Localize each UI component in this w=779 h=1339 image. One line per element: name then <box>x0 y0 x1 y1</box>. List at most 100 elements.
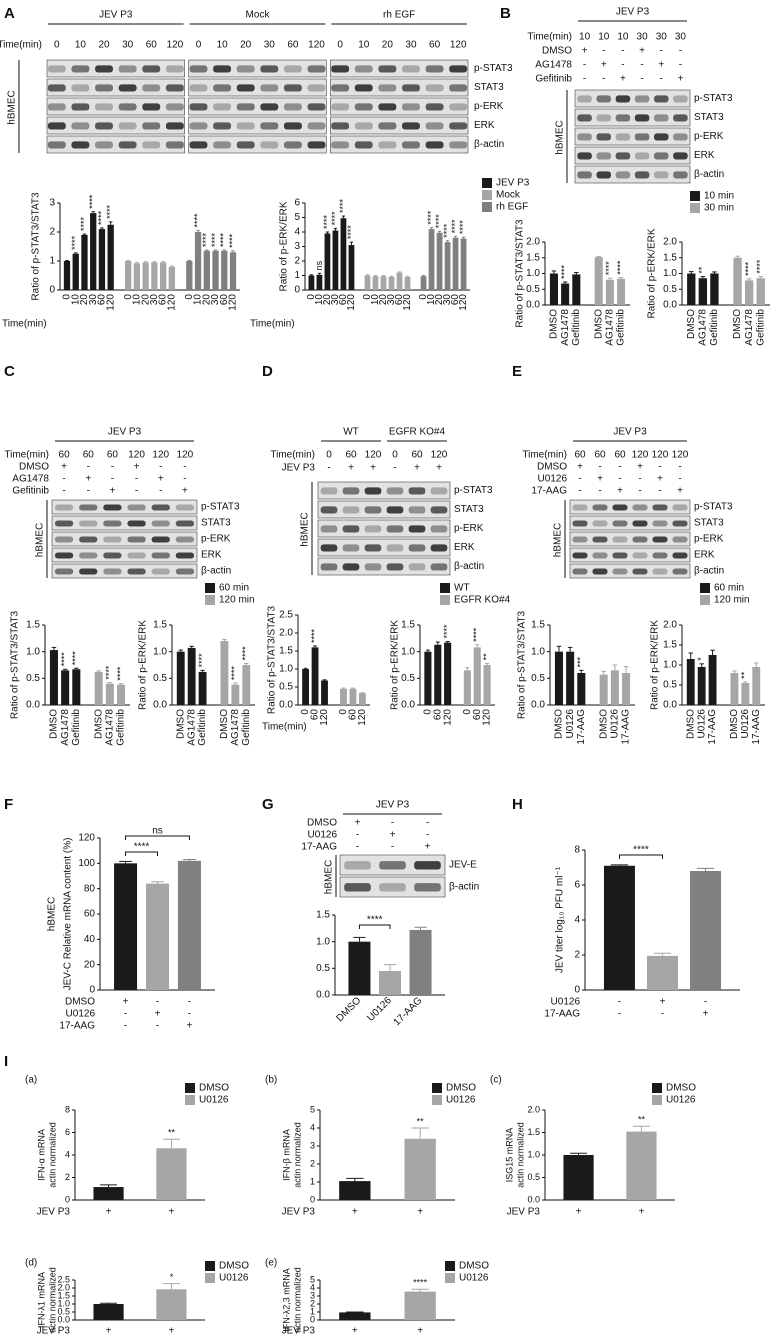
x-tick-label: 120 <box>442 709 453 726</box>
condition-value: - <box>183 462 186 473</box>
bracket-label: **** <box>134 842 150 853</box>
blot-band <box>165 103 184 111</box>
legend-swatch <box>440 595 450 605</box>
blot-band <box>632 568 648 575</box>
x-tick-label: 30 <box>442 294 453 306</box>
blot-band <box>47 141 66 149</box>
blot-band <box>634 114 650 122</box>
blot-band <box>596 133 612 141</box>
blot-strip <box>51 563 198 579</box>
bar <box>566 651 575 705</box>
x-tick-label: DMSO <box>175 709 186 739</box>
blot-strip <box>569 499 691 515</box>
y-tick-label: 4 <box>310 1122 315 1132</box>
x-tick-label: Gefitinib <box>571 309 582 346</box>
blot-band <box>615 114 631 122</box>
y-tick-label: 3 <box>310 1140 315 1150</box>
blot-band <box>307 65 326 73</box>
condition-value: - <box>638 486 641 497</box>
bar <box>212 250 219 290</box>
bar <box>316 274 323 290</box>
blot-band <box>402 65 420 73</box>
blot-band <box>142 84 161 92</box>
x-tick-label: DMSO <box>732 309 743 339</box>
x-tick-label: 60 <box>158 294 169 306</box>
condition-value: + <box>158 474 164 485</box>
blot-band <box>151 552 170 559</box>
bar <box>744 280 754 305</box>
y-tick-label: 8 <box>65 1104 70 1114</box>
blot-band <box>672 520 688 527</box>
significance: **** <box>230 666 240 681</box>
condition-label: JEV P3 <box>282 463 316 474</box>
y-tick-label: 0 <box>89 985 95 996</box>
legend-label: Mock <box>496 190 521 201</box>
x-tick-label: 17-AAG <box>576 709 587 745</box>
y-tick-label: 0.5 <box>279 682 293 693</box>
blot-strip <box>569 515 691 531</box>
significance: **** <box>338 199 348 214</box>
condition-value: + <box>620 74 626 85</box>
y-tick-label: 2 <box>310 1298 315 1308</box>
y-tick-label: 6 <box>65 1127 70 1137</box>
y-axis-label: actin normalized <box>515 1122 525 1188</box>
blot-band <box>331 65 350 73</box>
blot-strip <box>574 89 691 108</box>
y-tick-label: 2.0 <box>279 628 293 639</box>
bar <box>741 683 750 705</box>
band-label: STAT3 <box>474 82 504 93</box>
blot-strip <box>46 59 185 78</box>
significance: ** <box>740 671 750 679</box>
x-tick-label: 20 <box>434 294 445 306</box>
y-tick-label: 1.0 <box>401 646 415 657</box>
y-tick-label: 0 <box>65 1194 70 1204</box>
condition-value: + <box>677 74 683 85</box>
condition-label: DMSO <box>542 46 572 57</box>
x-tick-label: AG1478 <box>560 309 571 346</box>
bar <box>311 647 319 705</box>
x-tick-label: AG1478 <box>697 309 708 346</box>
condition-value: 30 <box>656 32 668 43</box>
x-tick-label: 0 <box>423 709 434 715</box>
bar <box>577 673 586 705</box>
row-value: - <box>188 997 191 1008</box>
blot-band <box>151 520 170 527</box>
significance: **** <box>442 223 452 238</box>
condition-label: Time(min) <box>522 450 567 461</box>
condition-value: - <box>327 463 330 474</box>
blot-band <box>402 122 420 130</box>
significance: **** <box>104 665 114 680</box>
y-tick-label: 5 <box>294 212 300 223</box>
y-tick-label: 1.0 <box>316 936 330 947</box>
side-label: hBMEC <box>553 523 564 557</box>
blot-band <box>408 506 426 514</box>
blot-band <box>634 171 650 179</box>
condition-value: - <box>618 474 621 485</box>
band-label: β-actin <box>474 139 504 150</box>
legend-label: 10 min <box>704 191 734 202</box>
condition-value: - <box>660 46 663 57</box>
x-tick-label: 120 <box>166 294 177 311</box>
significance: **** <box>197 653 207 668</box>
y-tick-label: 0.5 <box>401 673 415 684</box>
blot-band <box>634 133 650 141</box>
legend-label: WT <box>454 583 470 594</box>
blot-band <box>653 171 669 179</box>
condition-value: + <box>182 486 188 497</box>
band-label: p-STAT3 <box>694 502 733 513</box>
blot-strip <box>317 519 451 538</box>
condition-value: - <box>678 462 681 473</box>
group-label: JEV P3 <box>616 7 650 18</box>
y-tick-label: 3 <box>310 1290 315 1300</box>
y-tick-label: 1.5 <box>153 620 167 631</box>
condition-value: - <box>679 60 682 71</box>
blot-band <box>425 84 444 92</box>
significance: *** <box>576 656 586 667</box>
x-tick-label: 120 <box>402 294 413 311</box>
condition-value: - <box>393 463 396 474</box>
y-tick-label: 0.0 <box>531 700 545 711</box>
bar <box>93 1304 124 1320</box>
y-axis-label: Ratio of p-STAT3/STAT3 <box>10 610 21 719</box>
band-label: β-actin <box>694 169 724 180</box>
x-tick-label: DMSO <box>593 309 604 339</box>
